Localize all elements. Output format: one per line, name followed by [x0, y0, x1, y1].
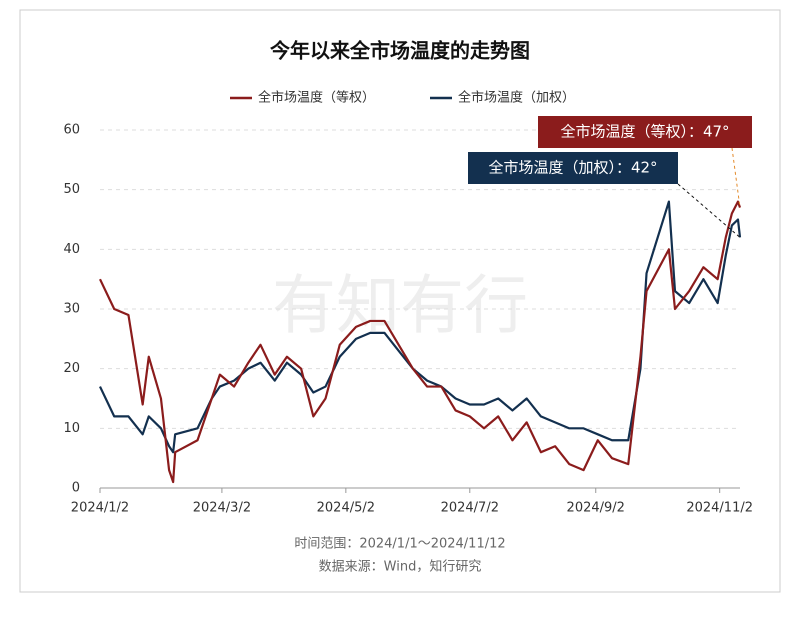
- leader-line: [677, 183, 741, 238]
- legend-label: 全市场温度（等权）: [258, 90, 375, 106]
- y-tick-label: 60: [63, 123, 80, 138]
- x-tick-label: 2024/9/2: [567, 501, 625, 516]
- y-tick-label: 20: [63, 361, 80, 376]
- watermark: 有知有行: [272, 270, 528, 344]
- annotation-box: [468, 152, 678, 184]
- y-tick-label: 0: [72, 481, 80, 496]
- chart-title: 今年以来全市场温度的走势图: [270, 39, 530, 63]
- legend-label: 全市场温度（加权）: [458, 90, 575, 106]
- x-tick-label: 2024/5/2: [317, 501, 375, 516]
- annotation: 全市场温度（等权）：47°: [560, 123, 729, 141]
- footnote: 时间范围：2024/1/1～2024/11/12: [294, 537, 505, 552]
- footnote: 数据来源：Wind，知行研究: [319, 559, 482, 575]
- y-tick-label: 10: [63, 421, 80, 436]
- line: [99, 200, 742, 454]
- y-tick-label: 50: [63, 182, 80, 197]
- x-tick-label: 2024/1/2: [71, 501, 129, 516]
- x-tick-label: 2024/11/2: [686, 501, 753, 516]
- y-tick-label: 40: [63, 242, 80, 257]
- annotation-box: [538, 116, 752, 148]
- frame: [19, 9, 781, 593]
- x-tick-label: 2024/3/2: [193, 501, 251, 516]
- line: [99, 200, 742, 484]
- y-tick-label: 30: [63, 302, 80, 317]
- annotation: 全市场温度（加权）：42°: [488, 159, 657, 177]
- x-tick-label: 2024/7/2: [441, 501, 499, 516]
- leader-line: [731, 147, 741, 208]
